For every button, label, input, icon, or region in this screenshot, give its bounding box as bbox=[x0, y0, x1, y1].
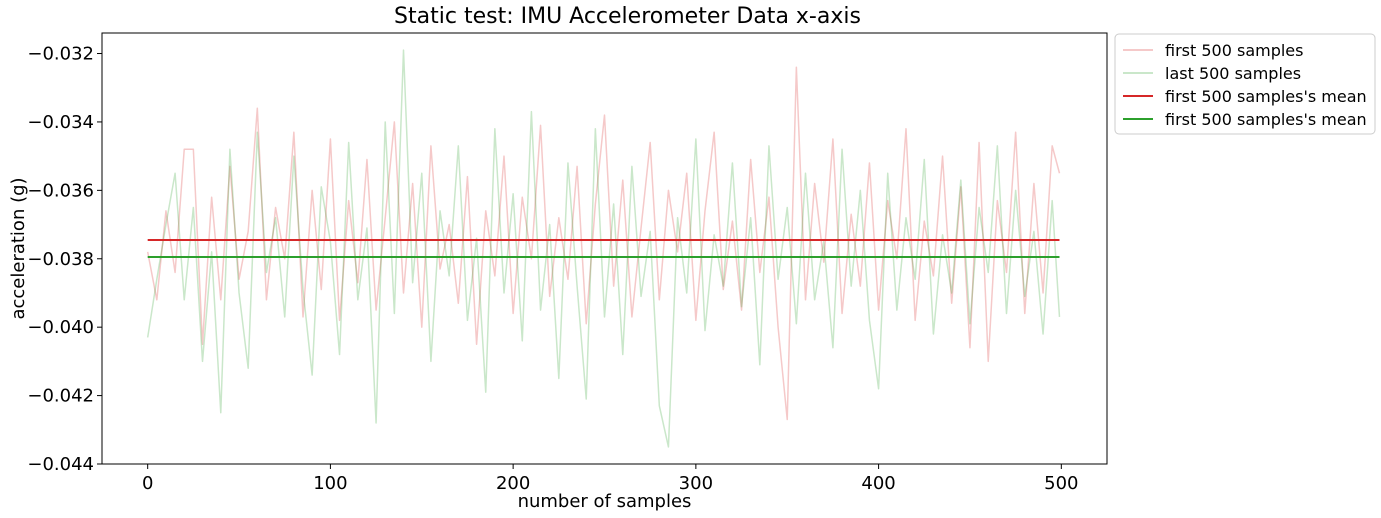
x-axis: 0 100 200 300 400 500 bbox=[142, 464, 1078, 494]
y-axis: −0.044 −0.042 −0.040 −0.038 −0.036 −0.034 −0.0… bbox=[27, 44, 102, 475]
y-tick-label: −0.036 bbox=[27, 180, 94, 201]
x-tick-label: 400 bbox=[861, 473, 895, 494]
legend-label-3: first 500 samples's mean bbox=[1165, 110, 1367, 129]
legend-frame bbox=[1114, 33, 1376, 135]
y-tick-label: −0.040 bbox=[27, 317, 94, 338]
legend: first 500 samples last 500 samples first 5… bbox=[1114, 33, 1376, 135]
x-tick-label: 100 bbox=[313, 473, 347, 494]
chart-title: Static test: IMU Accelerometer Data x-ax… bbox=[394, 4, 861, 29]
legend-label-1: last 500 samples bbox=[1165, 64, 1301, 83]
plot-area-frame bbox=[101, 32, 1108, 465]
series-line-0 bbox=[146, 66, 1061, 421]
y-tick-label: −0.038 bbox=[27, 249, 94, 270]
x-axis-title: number of samples bbox=[518, 491, 692, 512]
y-tick-label: −0.034 bbox=[27, 112, 94, 133]
x-tick-label: 200 bbox=[496, 473, 530, 494]
y-axis-title: acceleration (g) bbox=[8, 177, 29, 319]
legend-label-0: first 500 samples bbox=[1165, 41, 1303, 60]
x-tick-label: 500 bbox=[1044, 473, 1078, 494]
x-tick-label: 0 bbox=[142, 473, 153, 494]
plot-series bbox=[146, 49, 1061, 448]
legend-label-2: first 500 samples's mean bbox=[1165, 87, 1367, 106]
y-tick-label: −0.032 bbox=[27, 44, 94, 65]
x-tick-label: 300 bbox=[679, 473, 713, 494]
y-tick-label: −0.042 bbox=[27, 386, 94, 407]
series-line-1 bbox=[146, 49, 1061, 448]
y-tick-label: −0.044 bbox=[27, 454, 94, 475]
